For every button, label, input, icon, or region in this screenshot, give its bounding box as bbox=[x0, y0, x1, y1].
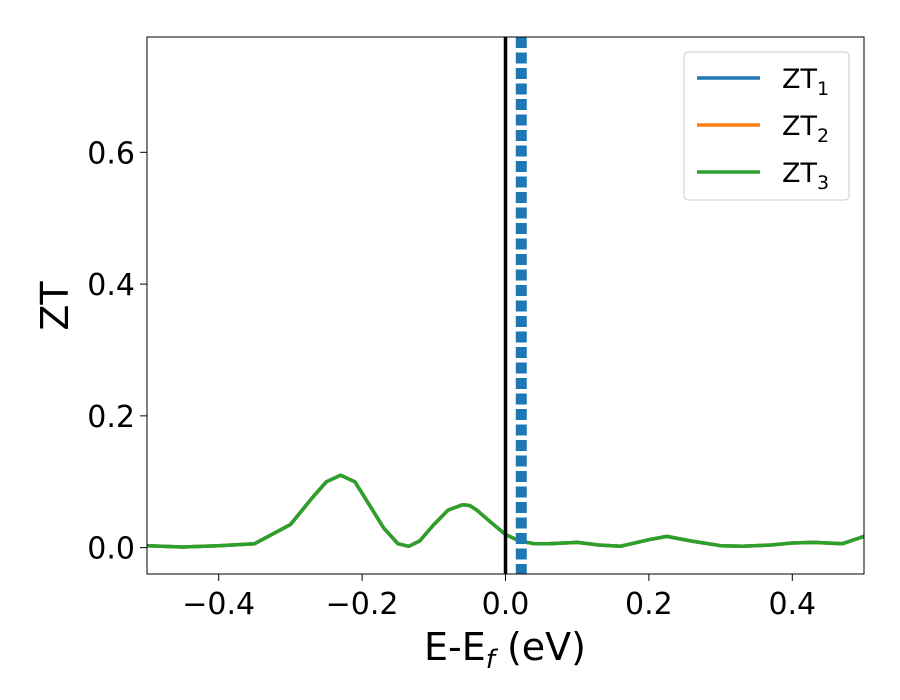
y-tick-label: 0.6 bbox=[87, 136, 135, 171]
legend-label-2: ZT2 bbox=[782, 111, 829, 147]
x-tick-label: 0.2 bbox=[625, 587, 673, 622]
legend: ZT1 ZT2 ZT3 bbox=[683, 51, 850, 201]
y-tick-label: 0.2 bbox=[87, 400, 135, 435]
x-tick-label: 0.4 bbox=[768, 587, 816, 622]
y-axis-label: ZT bbox=[33, 281, 77, 331]
legend-box bbox=[683, 51, 850, 201]
x-tick-label: 0.0 bbox=[482, 587, 530, 622]
legend-label-1: ZT1 bbox=[782, 64, 829, 100]
x-tick-label: −0.4 bbox=[182, 587, 255, 622]
plot-area bbox=[147, 37, 864, 574]
x-tick-label: −0.2 bbox=[326, 587, 399, 622]
y-tick-label: 0.4 bbox=[87, 268, 135, 303]
series-line-3 bbox=[147, 473, 864, 549]
x-axis: −0.4 −0.2 0.0 0.2 0.4 bbox=[182, 574, 816, 622]
x-axis-label: E-Ef (eV) bbox=[424, 625, 586, 675]
legend-label-3: ZT3 bbox=[782, 158, 829, 194]
y-tick-label: 0.0 bbox=[87, 532, 135, 567]
y-axis: 0.0 0.2 0.4 0.6 bbox=[87, 136, 147, 567]
